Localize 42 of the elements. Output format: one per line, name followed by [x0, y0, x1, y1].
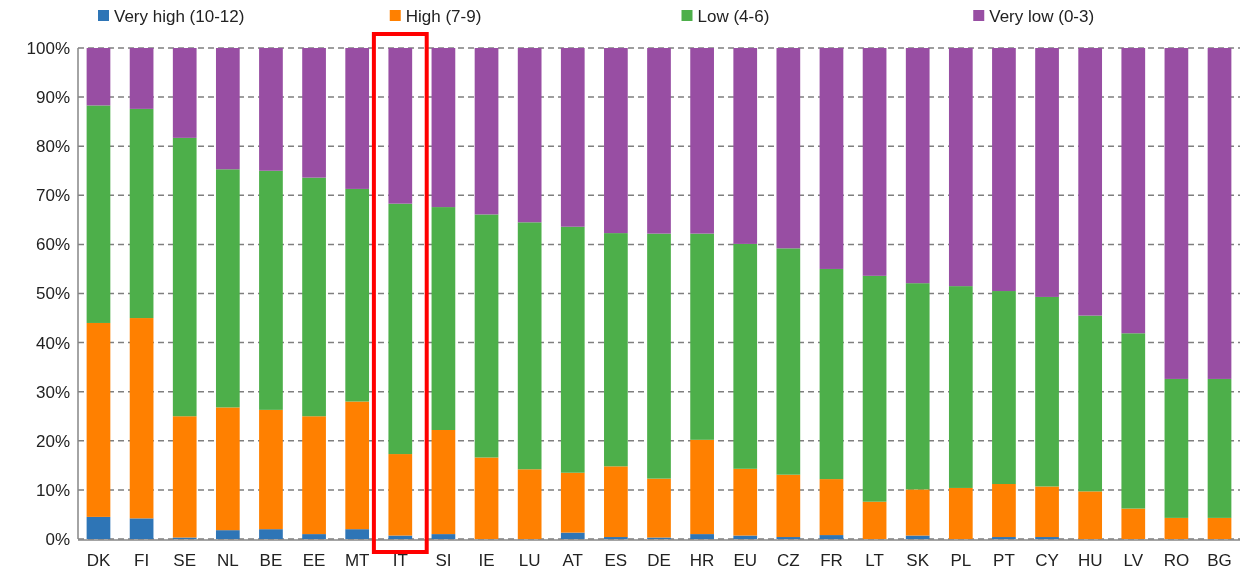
y-tick-label: 100%	[26, 38, 70, 58]
legend-label: High (7-9)	[405, 6, 482, 26]
x-tick-label: CY	[1035, 551, 1059, 570]
x-tick-label: AT	[562, 551, 583, 570]
x-tick-label: HR	[689, 551, 715, 570]
y-tick-label: 80%	[35, 137, 70, 157]
y-tick-label: 50%	[35, 284, 70, 304]
x-tick-label: PL	[950, 551, 972, 570]
x-tick-label: IE	[478, 551, 495, 570]
x-tick-label: HU	[1077, 551, 1103, 570]
x-tick-label: DE	[647, 551, 671, 570]
x-tick-label: CZ	[777, 551, 800, 570]
legend-label: Very low (0-3)	[989, 6, 1095, 26]
y-tick-label: 30%	[35, 382, 70, 402]
x-tick-label: FR	[820, 551, 843, 570]
x-tick-label: DK	[86, 551, 111, 570]
legend-label: Very high (10-12)	[114, 6, 245, 26]
x-tick-label: SI	[435, 551, 452, 570]
x-tick-label: EE	[302, 551, 326, 570]
x-tick-label: NL	[216, 551, 239, 570]
legend-label: Low (4-6)	[697, 6, 770, 26]
x-tick-label: IT	[392, 551, 408, 570]
x-tick-label: SE	[173, 551, 197, 570]
x-tick-label: SK	[906, 551, 930, 570]
y-tick-label: 10%	[35, 480, 70, 500]
x-tick-label: LV	[1123, 551, 1144, 570]
x-tick-label: LU	[518, 551, 541, 570]
y-tick-label: 40%	[35, 333, 70, 353]
y-tick-label: 0%	[45, 529, 70, 549]
x-tick-label: ES	[604, 551, 628, 570]
y-tick-label: 20%	[35, 431, 70, 451]
x-tick-label: BG	[1207, 551, 1232, 570]
x-tick-label: LT	[865, 551, 884, 570]
x-tick-label: RO	[1163, 551, 1190, 570]
y-tick-label: 90%	[35, 88, 70, 108]
y-tick-label: 60%	[35, 235, 70, 255]
x-tick-label: PT	[993, 551, 1015, 570]
x-tick-label: MT	[344, 551, 370, 570]
x-tick-label: EU	[733, 551, 758, 570]
x-tick-label: BE	[259, 551, 283, 570]
x-tick-label: FI	[134, 551, 150, 570]
y-tick-label: 70%	[35, 186, 70, 206]
